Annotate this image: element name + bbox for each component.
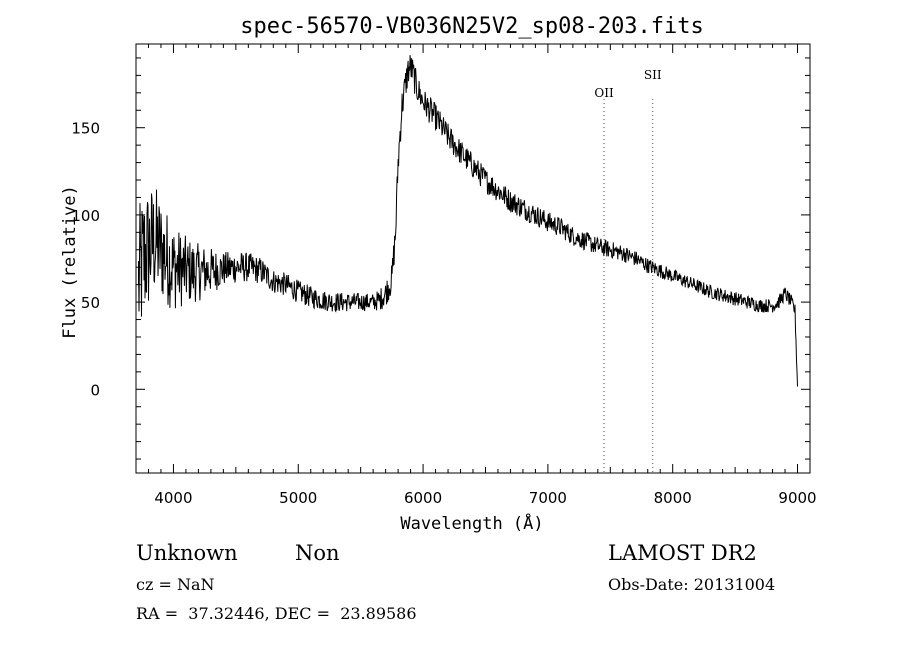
chart-title: spec-56570-VB036N25V2_sp08-203.fits (240, 14, 704, 39)
x-tick-label: 6000 (404, 489, 442, 507)
y-axis: 0 50 100 150 (71, 57, 810, 460)
object-class: Unknown (136, 541, 238, 565)
spectrum-line (138, 55, 798, 387)
annotation-label: SII (644, 68, 662, 82)
redshift-value: cz = NaN (136, 575, 215, 594)
y-tick-label: 100 (71, 207, 100, 225)
line-annotations: OII SII (594, 68, 662, 473)
survey-name: LAMOST DR2 (608, 541, 757, 565)
x-axis-label: Wavelength (Å) (400, 512, 543, 534)
plot-border (135, 43, 811, 474)
x-axis: 4000 5000 6000 7000 8000 9000 (135, 44, 817, 507)
x-tick-label: 9000 (778, 489, 816, 507)
y-tick-label: 0 (90, 381, 100, 399)
x-tick-label: 8000 (654, 489, 692, 507)
x-tick-label: 4000 (154, 489, 192, 507)
annotation-label: OII (594, 86, 614, 100)
object-subclass: Non (295, 541, 340, 565)
coordinates: RA = 37.32446, DEC = 23.89586 (136, 604, 417, 623)
x-tick-label: 5000 (279, 489, 317, 507)
plot-frame (135, 43, 811, 474)
x-tick-label: 7000 (529, 489, 567, 507)
y-tick-label: 150 (71, 120, 100, 138)
y-axis-label: Flux (relative) (60, 185, 80, 339)
y-tick-label: 50 (81, 294, 100, 312)
observation-date: Obs-Date: 20131004 (608, 575, 776, 594)
